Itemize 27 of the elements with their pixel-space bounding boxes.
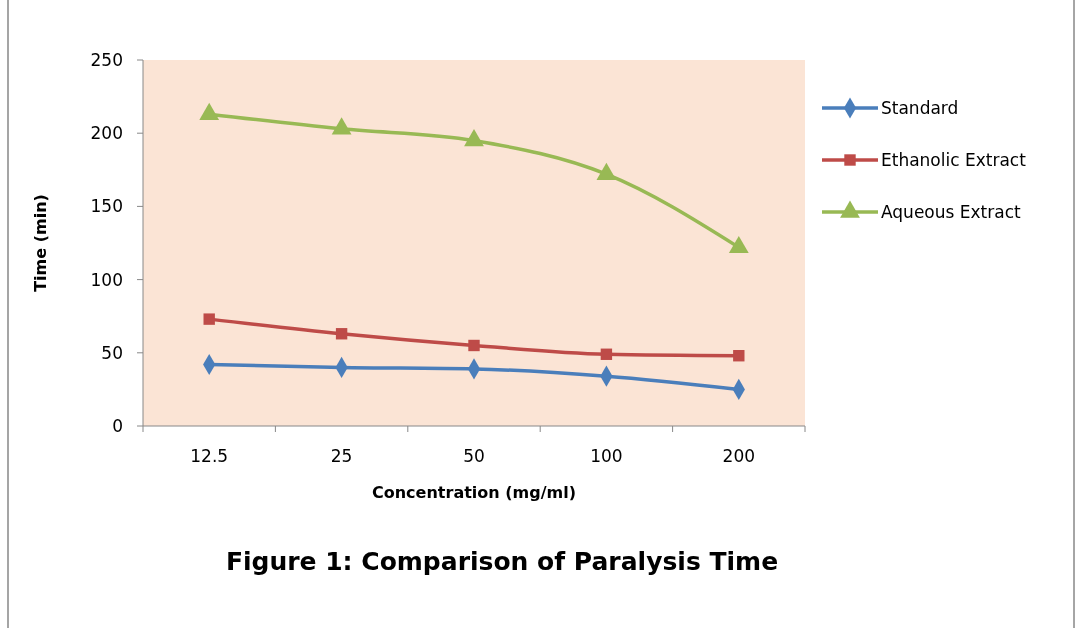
point bbox=[596, 162, 617, 180]
point bbox=[464, 129, 484, 147]
y-tick-label: 50 bbox=[101, 342, 123, 363]
point bbox=[468, 339, 480, 352]
x-tick-label: 200 bbox=[722, 446, 756, 466]
y-tick-label: 100 bbox=[90, 269, 123, 290]
x-tick-label: 50 bbox=[463, 446, 485, 466]
legend-label: Aqueous Extract bbox=[881, 201, 1022, 222]
point bbox=[203, 313, 215, 325]
point bbox=[600, 348, 613, 360]
y-tick-label: 0 bbox=[112, 415, 123, 436]
legend-label: Ethanolic Extract bbox=[881, 149, 1027, 170]
point bbox=[335, 328, 348, 340]
text: Figure 1: Comparison of Paralysis Time bbox=[225, 547, 779, 576]
x-axis-title: Concentration (mg/ml) bbox=[371, 483, 577, 502]
point bbox=[199, 102, 220, 120]
point bbox=[728, 235, 749, 254]
legend-label: Standard bbox=[881, 97, 959, 118]
point bbox=[331, 117, 352, 135]
point bbox=[733, 350, 745, 362]
y-axis-title: Time (min) bbox=[31, 194, 50, 292]
x-tick-label: 12.5 bbox=[190, 446, 229, 466]
y-tick-label: 200 bbox=[90, 123, 123, 144]
y-tick-label: 250 bbox=[90, 49, 123, 70]
x-tick-label: 25 bbox=[330, 446, 353, 466]
y-tick-label: 150 bbox=[90, 196, 123, 217]
x-tick-label: 100 bbox=[590, 446, 623, 466]
